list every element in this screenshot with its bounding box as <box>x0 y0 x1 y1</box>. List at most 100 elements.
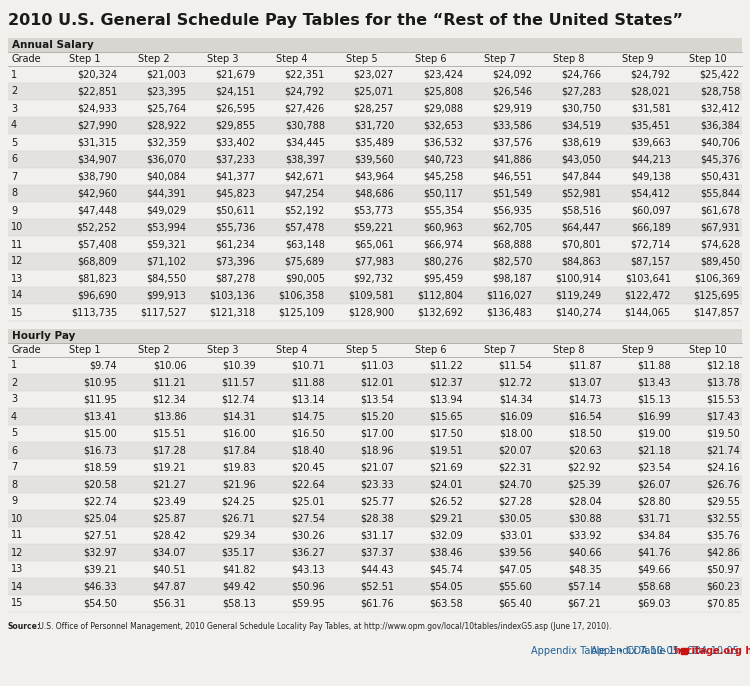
Text: $13.43: $13.43 <box>638 377 670 388</box>
Text: $22,351: $22,351 <box>284 69 325 80</box>
Text: $17.28: $17.28 <box>152 445 187 456</box>
Text: $46,551: $46,551 <box>492 172 532 182</box>
Text: $11.88: $11.88 <box>638 361 670 370</box>
Text: $21,003: $21,003 <box>146 69 187 80</box>
Text: $48.35: $48.35 <box>568 565 602 574</box>
Text: $29.55: $29.55 <box>706 497 740 506</box>
Text: 6: 6 <box>11 154 17 165</box>
Bar <box>8 595 742 612</box>
Text: $44,391: $44,391 <box>146 189 187 198</box>
Text: $49.66: $49.66 <box>638 565 670 574</box>
Text: $59,321: $59,321 <box>146 239 187 250</box>
Text: $21.07: $21.07 <box>360 462 394 473</box>
Text: $62,705: $62,705 <box>492 222 532 233</box>
Bar <box>8 287 742 304</box>
Text: $75,689: $75,689 <box>285 257 325 266</box>
Text: $50.97: $50.97 <box>706 565 740 574</box>
Text: $15.53: $15.53 <box>706 394 740 405</box>
Text: $22.64: $22.64 <box>291 480 325 490</box>
Text: $56,935: $56,935 <box>492 206 532 215</box>
Text: $34,907: $34,907 <box>77 154 117 165</box>
Text: $41.76: $41.76 <box>637 547 670 558</box>
Text: Appendix Table 1 • CDA 10-05: Appendix Table 1 • CDA 10-05 <box>591 646 742 656</box>
Text: $59.95: $59.95 <box>291 598 325 608</box>
Text: $27.54: $27.54 <box>291 514 325 523</box>
Text: $12.37: $12.37 <box>429 377 464 388</box>
Text: $32,359: $32,359 <box>146 137 187 147</box>
Text: $61,234: $61,234 <box>215 239 256 250</box>
Text: $82,570: $82,570 <box>492 257 532 266</box>
Text: $109,581: $109,581 <box>348 290 394 300</box>
Text: 11: 11 <box>11 530 23 541</box>
Text: $103,136: $103,136 <box>209 290 256 300</box>
Text: $12.74: $12.74 <box>222 394 256 405</box>
Text: $128,900: $128,900 <box>348 307 394 318</box>
Text: 12: 12 <box>11 547 23 558</box>
Text: $41,886: $41,886 <box>493 154 532 165</box>
Text: $125,109: $125,109 <box>278 307 325 318</box>
Text: $35,451: $35,451 <box>631 121 670 130</box>
Text: $28,922: $28,922 <box>146 121 187 130</box>
Text: $17.00: $17.00 <box>360 429 394 438</box>
Text: $72,714: $72,714 <box>631 239 670 250</box>
Text: $116,027: $116,027 <box>486 290 532 300</box>
Text: $43,964: $43,964 <box>354 172 394 182</box>
Text: $28.38: $28.38 <box>360 514 394 523</box>
Text: Step 5: Step 5 <box>346 54 377 64</box>
Text: $24,766: $24,766 <box>562 69 602 80</box>
Text: $89,450: $89,450 <box>700 257 740 266</box>
Text: $100,914: $100,914 <box>556 274 602 283</box>
Text: $40,084: $40,084 <box>146 172 187 182</box>
Text: $27,283: $27,283 <box>561 86 602 97</box>
Text: $66,189: $66,189 <box>631 222 670 233</box>
Text: $36,532: $36,532 <box>423 137 464 147</box>
Text: 3: 3 <box>11 394 17 405</box>
Text: $31.17: $31.17 <box>360 530 394 541</box>
Text: $39,663: $39,663 <box>631 137 670 147</box>
Text: $47.05: $47.05 <box>499 565 532 574</box>
Text: 13: 13 <box>11 274 23 283</box>
Text: $14.75: $14.75 <box>291 412 325 421</box>
Text: $15.51: $15.51 <box>152 429 187 438</box>
Text: $19.83: $19.83 <box>222 462 256 473</box>
Text: $15.65: $15.65 <box>429 412 464 421</box>
Bar <box>8 219 742 236</box>
Text: $33,586: $33,586 <box>493 121 532 130</box>
Text: $25.77: $25.77 <box>360 497 394 506</box>
Text: Source:: Source: <box>8 622 41 631</box>
Text: $87,157: $87,157 <box>631 257 670 266</box>
Text: $147,857: $147,857 <box>694 307 740 318</box>
Text: $15.13: $15.13 <box>637 394 670 405</box>
Text: Step 4: Step 4 <box>277 345 308 355</box>
Text: $19.51: $19.51 <box>430 445 464 456</box>
Text: $25,808: $25,808 <box>423 86 464 97</box>
Text: $52,252: $52,252 <box>76 222 117 233</box>
Text: $14.73: $14.73 <box>568 394 602 405</box>
Text: 8: 8 <box>11 189 17 198</box>
Bar <box>8 304 742 321</box>
Text: Step 3: Step 3 <box>207 54 238 64</box>
Text: $20.58: $20.58 <box>83 480 117 490</box>
Text: $14.31: $14.31 <box>222 412 256 421</box>
Text: $24,933: $24,933 <box>77 104 117 113</box>
Text: $21.18: $21.18 <box>637 445 670 456</box>
Text: $81,823: $81,823 <box>77 274 117 283</box>
Text: $19.50: $19.50 <box>706 429 740 438</box>
Text: $57,478: $57,478 <box>284 222 325 233</box>
Text: $44.43: $44.43 <box>360 565 394 574</box>
Text: $29.34: $29.34 <box>222 530 256 541</box>
Bar <box>8 134 742 151</box>
Text: $29,088: $29,088 <box>423 104 464 113</box>
Bar <box>8 185 742 202</box>
Text: $34,519: $34,519 <box>562 121 602 130</box>
Text: 15: 15 <box>11 598 23 608</box>
Text: $13.07: $13.07 <box>568 377 602 388</box>
Text: 9: 9 <box>11 497 17 506</box>
Text: $27,426: $27,426 <box>284 104 325 113</box>
Text: $32.09: $32.09 <box>430 530 464 541</box>
Text: $121,318: $121,318 <box>209 307 256 318</box>
Text: $10.71: $10.71 <box>291 361 325 370</box>
Text: $27.28: $27.28 <box>499 497 532 506</box>
Text: $55.60: $55.60 <box>499 582 532 591</box>
Text: $23.54: $23.54 <box>637 462 670 473</box>
